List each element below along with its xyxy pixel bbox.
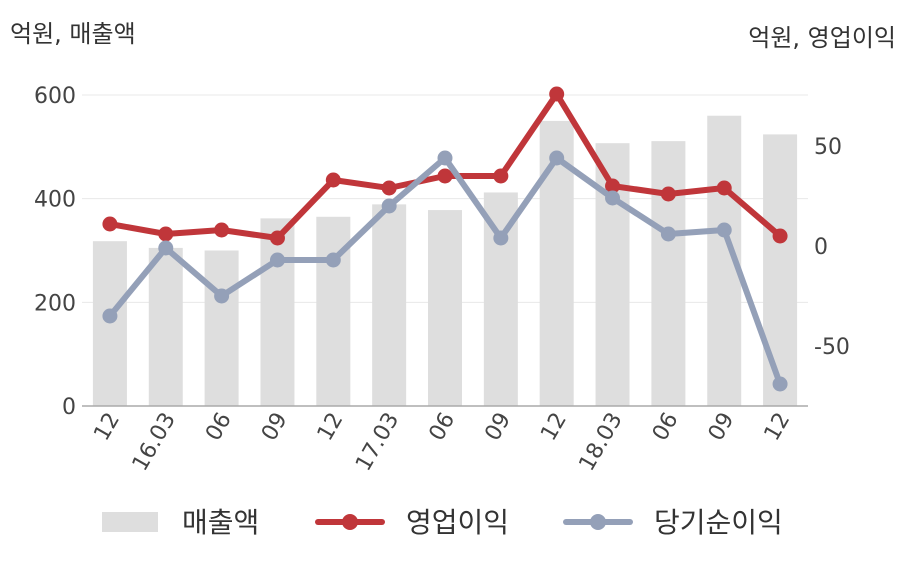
data-point xyxy=(381,198,397,214)
bar xyxy=(148,247,183,406)
data-point xyxy=(660,186,676,202)
legend-label: 당기순이익 xyxy=(654,506,783,539)
data-point xyxy=(102,308,118,324)
data-point xyxy=(325,252,341,268)
data-point xyxy=(493,168,509,184)
bar xyxy=(763,134,798,407)
bar xyxy=(204,250,239,406)
x-tick-label: 09 xyxy=(480,409,516,446)
legend-marker xyxy=(590,514,606,530)
x-tick-label: 09 xyxy=(257,409,293,446)
data-point xyxy=(549,86,565,102)
right-axis-title: 억원, 영업이익 xyxy=(748,24,896,52)
data-point xyxy=(772,376,788,392)
bar xyxy=(260,218,295,406)
data-point xyxy=(605,190,621,206)
data-point xyxy=(437,168,453,184)
x-tick-label: 06 xyxy=(425,409,461,446)
data-point xyxy=(549,150,565,166)
data-point xyxy=(716,222,732,238)
data-point xyxy=(325,172,341,188)
x-tick-label: 06 xyxy=(648,409,684,446)
data-point xyxy=(493,230,509,246)
left-axis-title: 억원, 매출액 xyxy=(10,20,136,48)
data-point xyxy=(660,226,676,242)
legend-swatch xyxy=(102,512,158,532)
left-tick-label: 200 xyxy=(34,291,76,316)
data-point xyxy=(102,216,118,232)
x-tick-label: 06 xyxy=(201,409,237,446)
right-tick-label: -50 xyxy=(814,335,850,360)
data-point xyxy=(269,230,285,246)
legend-marker xyxy=(342,514,358,530)
data-point xyxy=(269,252,285,268)
x-tick-label: 12 xyxy=(536,409,572,446)
x-tick-label: 16.03 xyxy=(128,409,181,476)
data-point xyxy=(158,226,174,242)
bar xyxy=(92,241,127,406)
right-tick-label: 50 xyxy=(814,135,842,160)
data-point xyxy=(716,180,732,196)
data-point xyxy=(381,180,397,196)
data-point xyxy=(605,178,621,194)
bar xyxy=(428,210,462,406)
bar xyxy=(483,192,518,406)
legend-label: 매출액 xyxy=(182,506,259,539)
bar xyxy=(651,141,686,407)
x-tick-label: 12 xyxy=(89,409,125,446)
x-tick-label: 12 xyxy=(313,409,349,446)
left-tick-label: 400 xyxy=(34,188,76,213)
x-tick-label: 17.03 xyxy=(351,409,404,476)
data-point xyxy=(772,228,788,244)
data-point xyxy=(437,150,453,166)
legend-label: 영업이익 xyxy=(406,506,509,539)
x-tick-label: 18.03 xyxy=(575,409,628,476)
x-tick-label: 12 xyxy=(760,409,796,446)
data-point xyxy=(214,288,230,304)
left-tick-label: 600 xyxy=(34,84,76,109)
data-point xyxy=(158,240,174,256)
data-point xyxy=(214,222,230,238)
bar xyxy=(372,204,407,406)
right-tick-label: 0 xyxy=(814,235,828,260)
x-tick-label: 09 xyxy=(704,409,740,446)
left-tick-label: 0 xyxy=(62,395,76,420)
